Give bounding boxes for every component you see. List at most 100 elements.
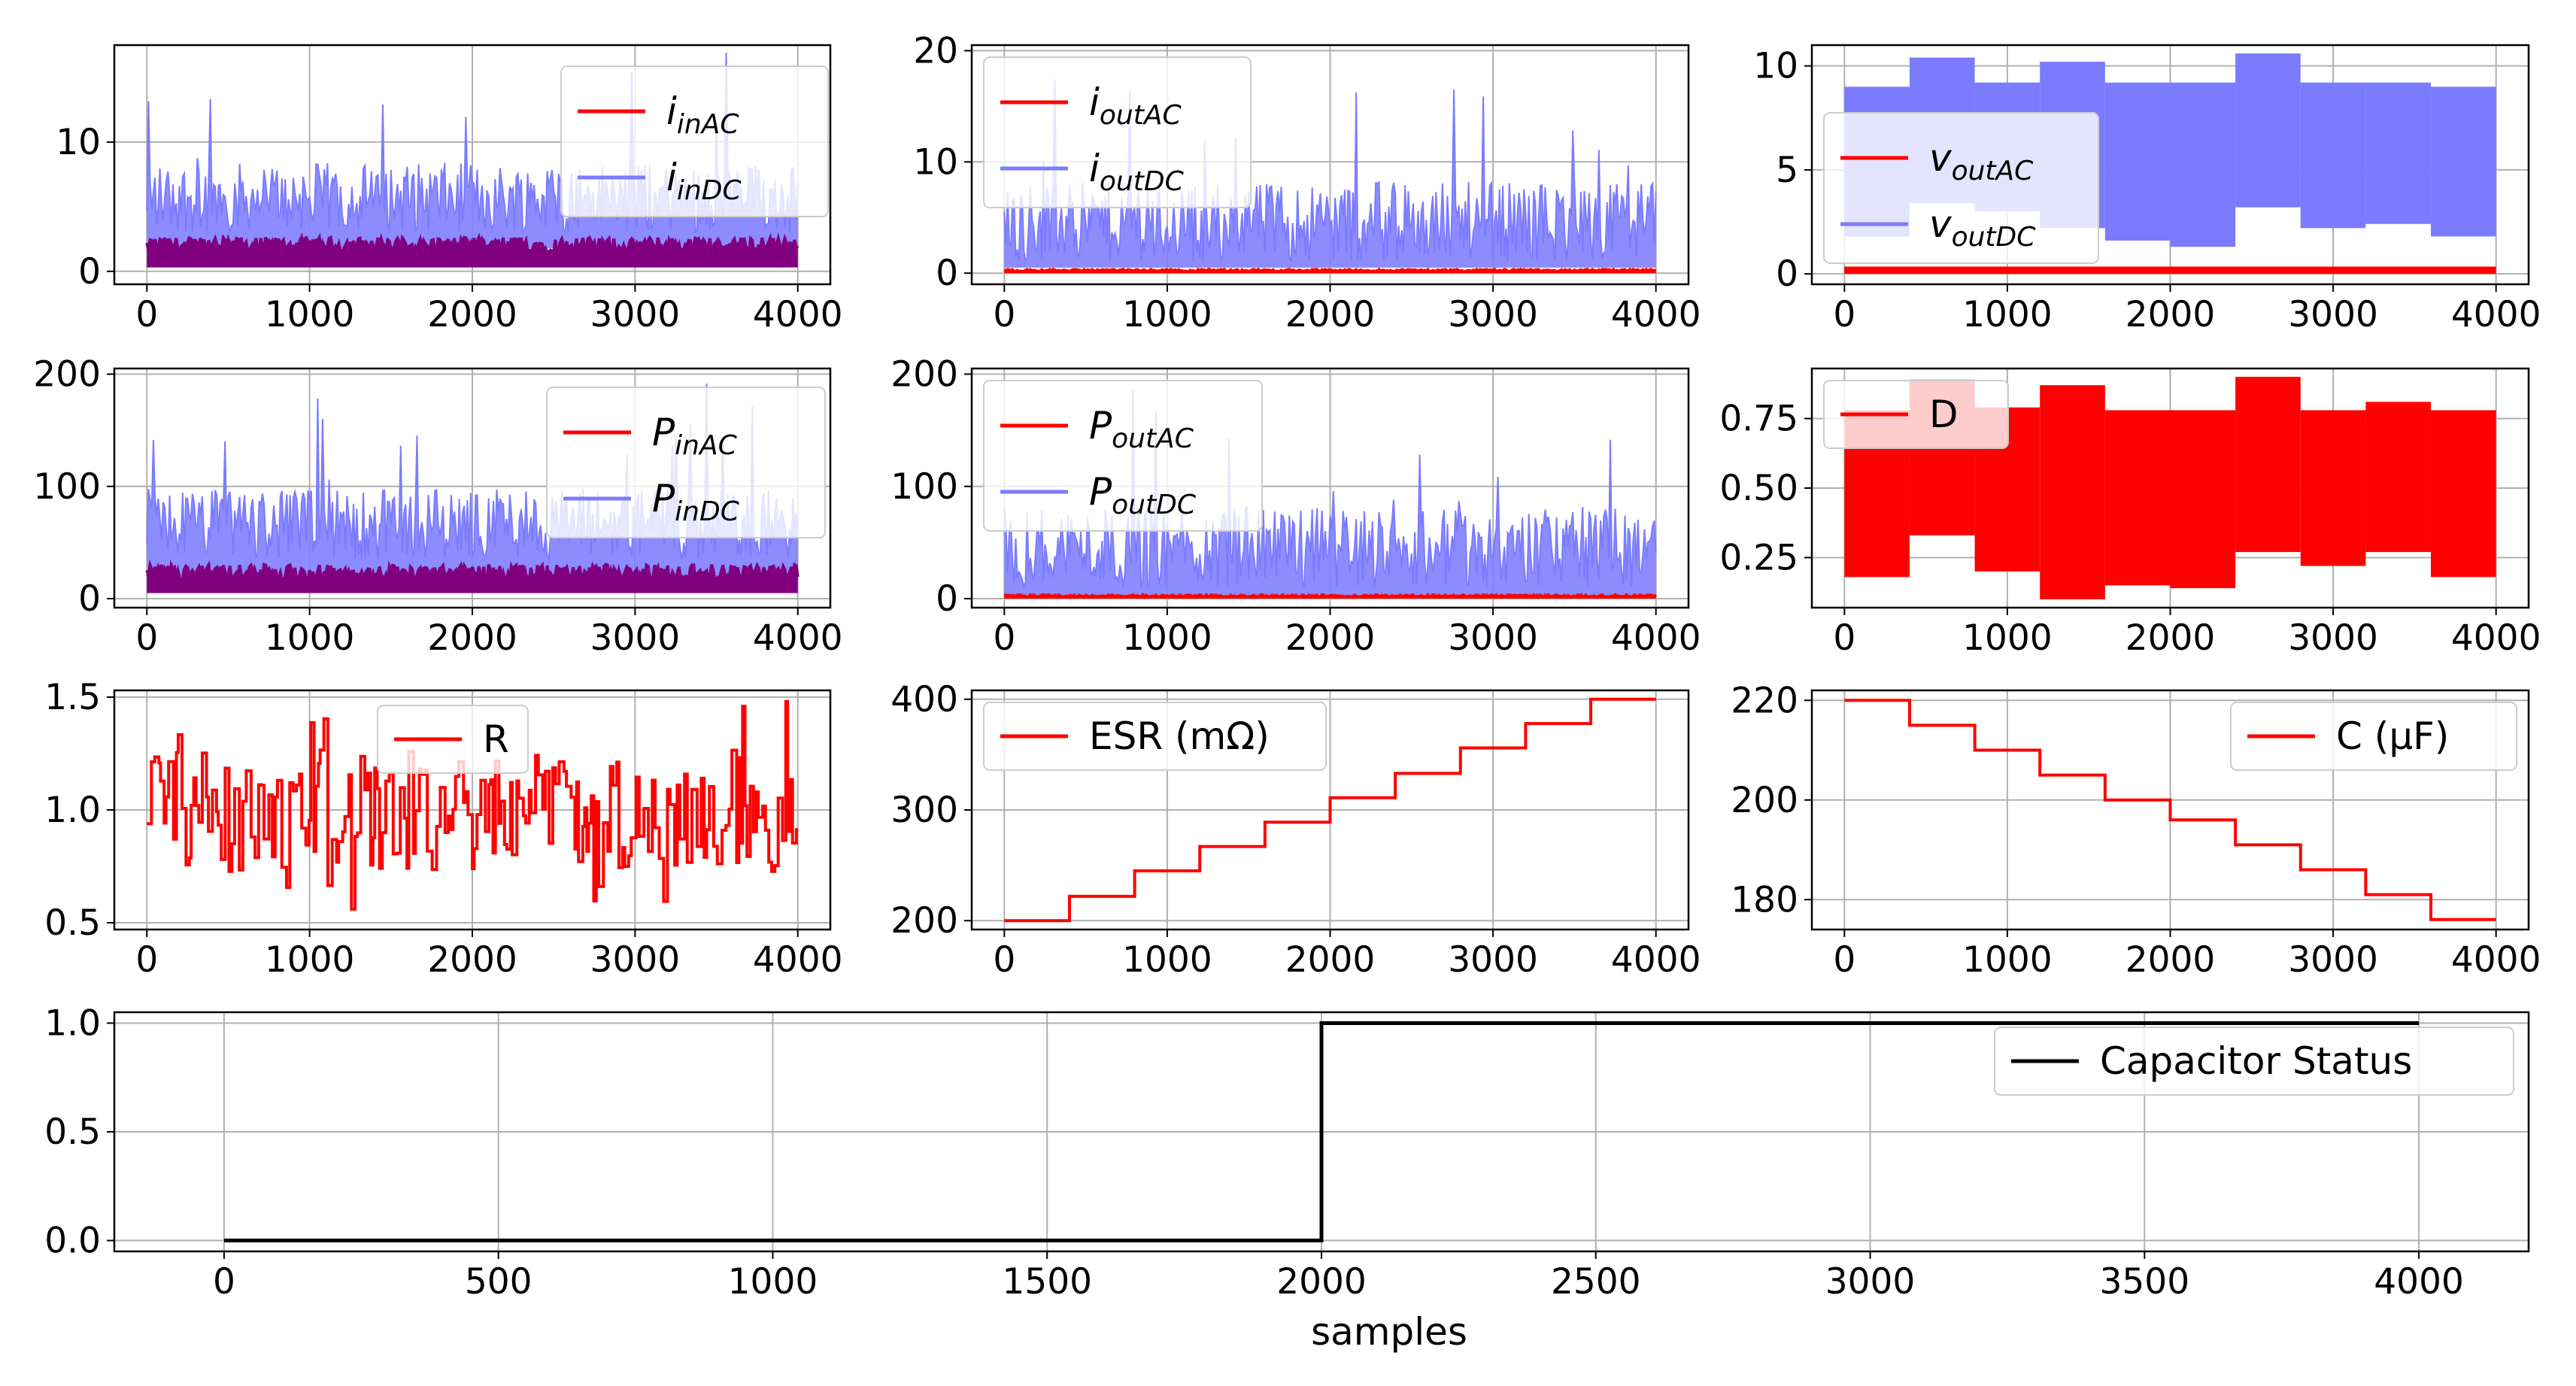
- y-tick-label: 200: [891, 900, 958, 942]
- plot-area: [1004, 697, 1656, 923]
- x-tick-label: 3000: [590, 939, 681, 981]
- x-tick-label: 4000: [2451, 617, 2541, 659]
- y-tick-label: 400: [891, 679, 958, 720]
- x-tick-label: 4000: [2374, 1261, 2464, 1303]
- legend: R: [377, 705, 529, 774]
- band-segment: [2365, 82, 2432, 224]
- legend-label: Capacitor Status: [2100, 1039, 2412, 1083]
- chart-load: 0 1000 2000 3000 4000 0.5 1.0 1.5 R: [44, 677, 842, 981]
- y-tick-label: 1.0: [44, 1002, 101, 1044]
- y-tick-label: 0.75: [1719, 399, 1798, 440]
- series-line: [1844, 699, 2496, 921]
- x-tick-label: 0: [135, 617, 158, 659]
- legend: D: [1823, 380, 2009, 449]
- legend: ioutAC ioutDC: [983, 56, 1252, 208]
- legend-box: [1994, 1027, 2514, 1096]
- y-tick-label: 200: [891, 353, 958, 395]
- chart-i_in: 0 1000 2000 3000 4000 0 10 iinAC iinDC: [56, 44, 843, 335]
- band-segment: [2235, 53, 2301, 208]
- axes-frame: [113, 44, 832, 286]
- chart-p_out: 0 1000 2000 3000 4000 0 100 200 PoutAC PoutDC: [891, 353, 1701, 659]
- x-tick-label: 0: [1833, 939, 1855, 981]
- chart-esr: 0 1000 2000 3000 4000 200 300 400 ESR (mΩ): [891, 679, 1701, 981]
- y-tick-label: 200: [1731, 780, 1798, 821]
- x-tick-label: 3000: [1448, 939, 1538, 981]
- band-segment: [2170, 82, 2236, 247]
- y-tick-label: 100: [891, 466, 958, 508]
- plot-area: [223, 1021, 2420, 1243]
- y-tick-label: 0: [936, 578, 958, 620]
- x-tick-label: 2000: [1276, 1261, 1367, 1303]
- legend-label: PoutDC: [1089, 470, 1197, 520]
- y-tick-label: 220: [1731, 680, 1798, 721]
- axes-frame: [1810, 44, 2530, 286]
- x-tick-label: 2000: [2125, 294, 2216, 335]
- legend: PinAC PinDC: [546, 387, 826, 538]
- x-tick-label: 0: [1833, 294, 1855, 335]
- legend-label: PoutAC: [1089, 404, 1194, 454]
- chart-v_out: 0 1000 2000 3000 4000 0 5 10 voutAC voutDC: [1753, 44, 2541, 335]
- y-tick-label: 200: [33, 353, 101, 395]
- x-tick-label: 1000: [265, 294, 355, 335]
- y-tick-label: 300: [891, 790, 958, 831]
- legend-box: [983, 702, 1327, 771]
- legend-label: PinAC: [652, 411, 738, 461]
- legend: C (μF): [2230, 702, 2517, 771]
- plot-area: [1844, 377, 2496, 599]
- band-segment: [2235, 377, 2301, 553]
- x-tick-label: 4000: [1611, 617, 1701, 659]
- legend-label: D: [1929, 393, 1959, 436]
- band-segment: [2431, 410, 2496, 578]
- axes-frame: [1810, 367, 2530, 609]
- band-segment: [2300, 82, 2366, 229]
- legend: ESR (mΩ): [983, 702, 1327, 771]
- x-tick-label: 3000: [1448, 617, 1538, 659]
- x-tick-label: 0: [1833, 617, 1855, 659]
- axes-frame: [970, 689, 1690, 931]
- y-tick-label: 180: [1731, 879, 1798, 920]
- series-inAC-line: [145, 232, 800, 258]
- series-R-line: [147, 699, 798, 911]
- plot-area: [1003, 79, 1657, 274]
- x-tick-label: 0: [993, 617, 1015, 659]
- x-tick-label: 2000: [427, 939, 517, 981]
- y-tick-label: 0.5: [44, 902, 101, 944]
- legend: iinAC iinDC: [560, 65, 829, 217]
- x-tick-label: 1000: [265, 939, 355, 981]
- band-segment: [2040, 385, 2105, 599]
- x-tick-label: 3000: [2288, 939, 2378, 981]
- chart-status: 0 500 1000 1500 2000 2500 3000 3500 4000 0.0 0.5 1.…: [44, 1002, 2530, 1354]
- x-tick-label: 0: [213, 1261, 235, 1303]
- legend-label: iinAC: [666, 89, 739, 140]
- legend: PoutAC PoutDC: [983, 380, 1263, 532]
- series-outAC-line: [1004, 592, 1658, 600]
- x-tick-label: 0: [993, 939, 1015, 981]
- y-tick-label: 0: [78, 578, 101, 620]
- x-tick-label: 2000: [1285, 617, 1376, 659]
- x-tick-label: 1000: [1122, 939, 1212, 981]
- y-tick-label: 1.5: [44, 677, 101, 718]
- y-tick-label: 0: [1776, 253, 1798, 295]
- chart-cap: 0 1000 2000 3000 4000 180 200 220 C (μF): [1731, 680, 2541, 981]
- x-tick-label: 1000: [1122, 617, 1212, 659]
- x-tick-label: 4000: [753, 617, 843, 659]
- band-segment: [2170, 410, 2236, 589]
- x-tick-label: 2000: [427, 617, 517, 659]
- plot-area: [147, 699, 798, 911]
- legend-label: voutAC: [1929, 136, 2034, 187]
- x-tick-label: 4000: [1611, 939, 1701, 981]
- x-tick-label: 3000: [590, 294, 681, 335]
- band-segment: [2365, 402, 2432, 553]
- y-tick-label: 0.25: [1719, 537, 1798, 578]
- x-tick-label: 3000: [1448, 294, 1538, 335]
- legend: voutAC voutDC: [1823, 112, 2099, 264]
- y-tick-label: 0.50: [1719, 468, 1798, 509]
- y-tick-label: 10: [56, 122, 101, 163]
- x-tick-label: 1500: [1002, 1261, 1092, 1303]
- plot-area: [1003, 390, 1658, 600]
- chart-i_out: 0 1000 2000 3000 4000 0 10 20 ioutAC ioutDC: [913, 30, 1701, 335]
- legend-label: ESR (mΩ): [1089, 714, 1270, 758]
- plot-area: [1844, 699, 2496, 921]
- legend-label: R: [483, 717, 509, 761]
- band-segment: [2300, 410, 2366, 566]
